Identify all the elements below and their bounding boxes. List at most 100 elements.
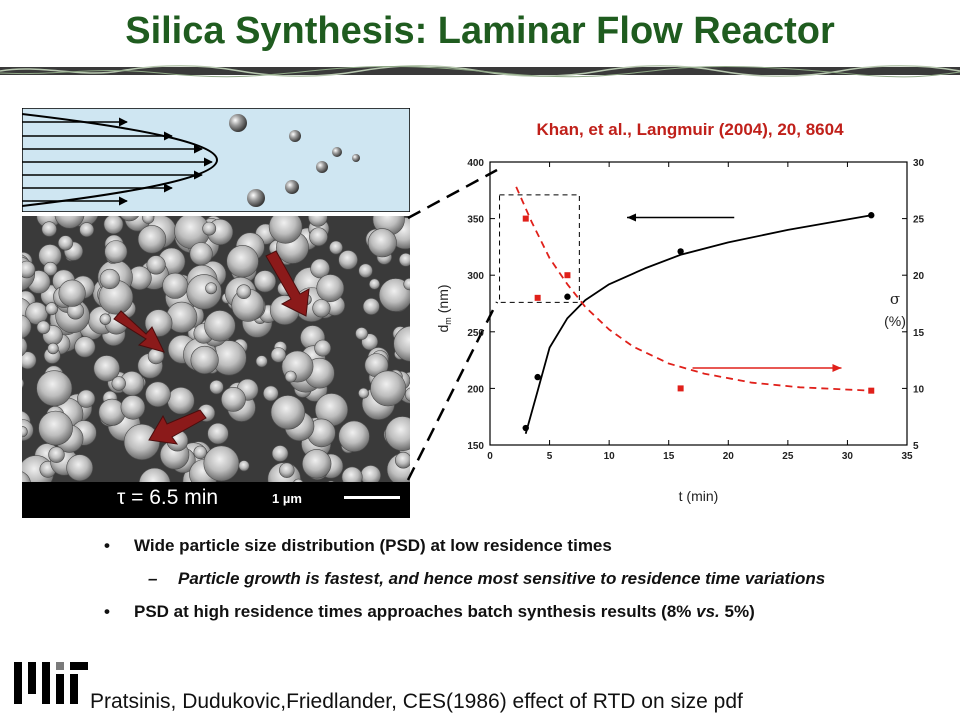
silica-particle xyxy=(338,420,370,453)
arrow-middle-left xyxy=(113,310,165,353)
arrow-head xyxy=(627,213,637,222)
dash-glyph: – xyxy=(148,569,158,588)
silica-particle xyxy=(36,320,51,335)
silica-particle xyxy=(138,467,171,482)
particle-size-chart: 0 5 10 15 20 25 30 35 150 200 250 300 350 400 5 10 15 20 2… xyxy=(435,158,925,504)
plot-frame xyxy=(489,161,908,446)
arrow-head xyxy=(832,364,842,373)
slide-title: Silica Synthesis: Laminar Flow Reactor xyxy=(125,10,835,52)
silica-particle xyxy=(145,381,171,408)
silica-particle xyxy=(47,342,59,355)
sigma-data-point xyxy=(868,387,875,394)
silica-particle xyxy=(123,423,161,461)
x-tick-label: 30 xyxy=(842,451,854,462)
silica-particle xyxy=(190,345,219,375)
zoom-highlight-box xyxy=(499,194,580,303)
x-tick-label: 35 xyxy=(901,451,913,462)
silica-particle xyxy=(284,370,297,383)
x-tick-label: 15 xyxy=(663,451,675,462)
silica-particle xyxy=(358,387,369,399)
silica-particle xyxy=(98,398,126,426)
y-tick-label: 250 xyxy=(467,328,484,339)
x-axis-label: t (min) xyxy=(679,488,719,504)
arrow-top-right xyxy=(265,250,310,317)
bullet-1-text: Wide particle size distribution (PSD) at… xyxy=(134,536,612,555)
silica-particle xyxy=(341,466,363,482)
scale-bar-label: 1 µm xyxy=(272,491,302,506)
diameter-data-point xyxy=(564,293,571,300)
x-tick-label: 0 xyxy=(487,451,493,462)
bullet-glyph: • xyxy=(104,602,110,621)
silica-particle xyxy=(395,451,410,469)
y2-tick-label: 30 xyxy=(913,158,925,169)
x-tick-label: 10 xyxy=(604,451,616,462)
sem-caption-bar: τ = 6.5 min 1 µm xyxy=(22,482,410,518)
y-tick-label: 300 xyxy=(467,271,484,282)
silica-particle xyxy=(162,272,189,299)
diameter-data-point xyxy=(534,373,541,381)
silica-particle xyxy=(370,370,407,407)
y2-tick-label: 5 xyxy=(913,441,919,452)
silica-particle xyxy=(367,228,397,258)
y2-tick-label: 15 xyxy=(913,328,925,339)
silica-particle xyxy=(54,216,85,229)
silica-particle xyxy=(205,282,217,295)
silica-particle xyxy=(268,216,303,244)
silica-particle xyxy=(38,410,73,446)
silica-particle xyxy=(308,216,328,227)
silica-particle xyxy=(66,454,94,482)
x-tick-label: 25 xyxy=(782,451,794,462)
silica-particle xyxy=(378,278,410,312)
silica-particle xyxy=(43,261,58,276)
silica-particle xyxy=(368,278,381,290)
silica-particle xyxy=(398,252,410,267)
silica-particle xyxy=(358,263,373,278)
silica-particles-image xyxy=(22,216,410,482)
diameter-data-point xyxy=(522,424,529,432)
bullet-1-sub-text: Particle growth is fastest, and hence mo… xyxy=(178,569,826,588)
sigma-data-point xyxy=(677,385,684,392)
silica-particle xyxy=(327,480,335,482)
silica-particle xyxy=(99,268,120,290)
y2-tick-label: 10 xyxy=(913,384,925,395)
y2-axis-label-unit: (%) xyxy=(884,313,906,329)
silica-particle xyxy=(338,250,358,270)
silica-particle xyxy=(74,336,96,358)
svg-text:dm(nm): dm (nm) xyxy=(435,284,453,332)
silica-particle xyxy=(77,389,96,408)
silica-particle xyxy=(362,298,380,316)
bullet-2-vs: vs. xyxy=(696,602,720,621)
silica-particle xyxy=(360,465,381,482)
mit-logo xyxy=(14,662,88,704)
silica-particle xyxy=(189,242,213,266)
silica-particle xyxy=(103,216,124,235)
silica-particle xyxy=(329,240,343,255)
silica-particle xyxy=(263,385,279,402)
silica-particle xyxy=(310,258,330,279)
silica-particle xyxy=(22,426,28,438)
residence-time-label: τ = 6.5 min xyxy=(117,486,219,509)
bullet-2-end: 5%) xyxy=(719,602,755,621)
diameter-data-point xyxy=(677,248,684,255)
silica-particle xyxy=(255,355,268,368)
x-tick-label: 5 xyxy=(547,451,553,462)
silica-particle xyxy=(57,235,74,251)
silica-particle xyxy=(120,216,139,222)
silica-particle xyxy=(220,386,246,412)
silica-particle xyxy=(302,449,332,479)
y-tick-label: 400 xyxy=(467,158,484,169)
y-axis-label-sub: m xyxy=(443,317,453,325)
scale-bar xyxy=(344,496,400,499)
silica-particle xyxy=(271,445,289,462)
silica-particle xyxy=(142,216,155,224)
particle-spheres xyxy=(229,114,360,207)
x-tick-label: 20 xyxy=(723,451,735,462)
silica-particle xyxy=(403,278,410,291)
silica-particle xyxy=(186,274,222,310)
title-divider-band xyxy=(0,65,960,78)
silica-particle xyxy=(204,310,236,342)
silica-particle xyxy=(293,478,304,482)
silica-particle xyxy=(238,460,250,472)
silica-particle xyxy=(120,395,146,420)
bullet-2-text: PSD at high residence times approaches b… xyxy=(134,602,697,621)
